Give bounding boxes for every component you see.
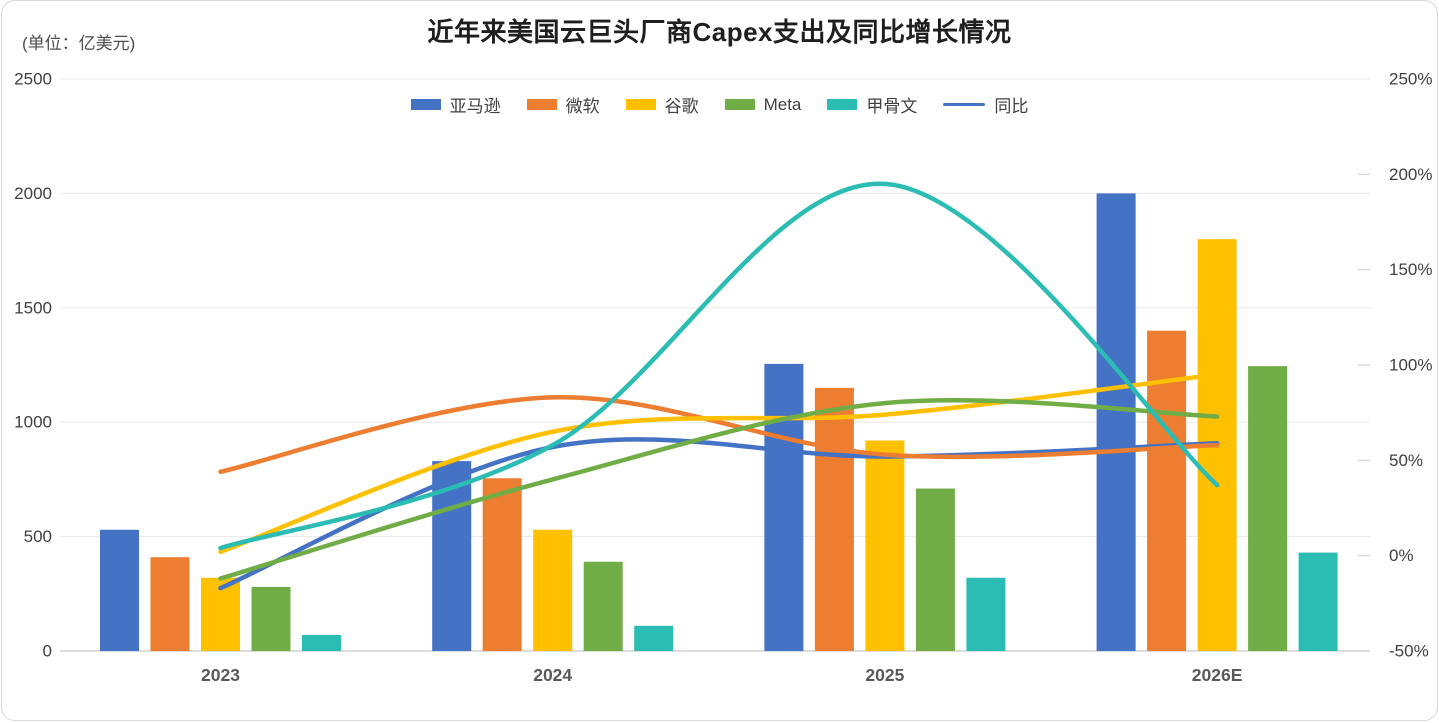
bar-amazon-2026E xyxy=(1096,193,1136,651)
bar-microsoft-2025 xyxy=(814,387,854,651)
bar-oracle-2023 xyxy=(302,634,341,651)
legend-item-microsoft: 微软 xyxy=(526,92,600,117)
legend-label-oracle: 甲骨文 xyxy=(866,97,918,116)
legend-swatch-oracle xyxy=(827,99,858,110)
legend-item-google: 谷歌 xyxy=(625,92,699,117)
bar-meta-2023 xyxy=(251,586,291,651)
left-axis-tick-1500: 1500 xyxy=(14,298,52,317)
legend-swatch-meta xyxy=(724,99,755,110)
legend-item-yoy: 同比 xyxy=(943,92,1028,117)
bar-amazon-2025 xyxy=(764,363,804,651)
bar-oracle-2026E xyxy=(1298,552,1338,651)
legend-swatch-google xyxy=(625,99,656,110)
bar-amazon-2023 xyxy=(100,529,139,651)
right-axis-tick-200: 200% xyxy=(1389,165,1432,184)
x-tick-2026E: 2026E xyxy=(1192,665,1243,685)
bar-microsoft-2023 xyxy=(150,557,190,651)
x-tick-2024: 2024 xyxy=(533,665,572,685)
right-axis-tick-100: 100% xyxy=(1389,356,1432,375)
legend-label-amazon: 亚马逊 xyxy=(449,97,501,116)
page-title: 近年来美国云巨头厂商Capex支出及同比增长情况 xyxy=(427,17,1012,47)
legend-swatch-yoy xyxy=(943,102,986,107)
x-tick-2025: 2025 xyxy=(865,665,904,685)
left-axis-tick-2500: 2500 xyxy=(14,70,52,89)
yoy-line-amazon xyxy=(218,437,1220,591)
legend-item-amazon: 亚马逊 xyxy=(410,92,501,117)
left-axis-tick-0: 0 xyxy=(43,642,52,661)
left-axis-tick-2000: 2000 xyxy=(14,184,52,203)
bar-google-2025 xyxy=(865,440,905,651)
legend-swatch-microsoft xyxy=(526,99,557,110)
bar-oracle-2024 xyxy=(634,625,674,651)
x-tick-2023: 2023 xyxy=(201,665,240,685)
bar-microsoft-2024 xyxy=(482,478,522,651)
legend-item-oracle: 甲骨文 xyxy=(827,92,917,117)
right-axis-tick-150: 150% xyxy=(1389,260,1432,279)
bar-oracle-2025 xyxy=(966,577,1006,651)
bar-meta-2024 xyxy=(583,561,623,651)
yoy-line-google xyxy=(218,372,1220,555)
bar-meta-2026E xyxy=(1248,366,1288,651)
legend-label-yoy: 同比 xyxy=(994,97,1029,116)
yoy-line-microsoft xyxy=(218,395,1220,475)
legend-label-google: 谷歌 xyxy=(664,97,699,116)
unit-label: (单位：亿美元) xyxy=(22,34,136,53)
right-axis-tick-neg50: -50% xyxy=(1389,642,1429,661)
bar-meta-2025 xyxy=(915,488,955,651)
left-axis-tick-1000: 1000 xyxy=(14,413,52,432)
yoy-line-meta xyxy=(218,398,1220,581)
legend-label-microsoft: 微软 xyxy=(565,97,600,116)
legend-label-meta: Meta xyxy=(763,94,802,114)
chart-legend: 亚马逊 微软 谷歌 Meta 甲骨文 同比 xyxy=(2,92,1437,117)
legend-swatch-amazon xyxy=(410,99,441,110)
right-axis-tick-50: 50% xyxy=(1389,451,1423,470)
right-axis-tick-250: 250% xyxy=(1389,70,1432,89)
legend-item-meta: Meta xyxy=(724,94,802,115)
yoy-line-oracle xyxy=(218,181,1220,551)
left-axis-tick-500: 500 xyxy=(24,527,52,546)
right-axis-tick-0: 0% xyxy=(1389,546,1414,565)
bar-google-2024 xyxy=(533,529,573,651)
